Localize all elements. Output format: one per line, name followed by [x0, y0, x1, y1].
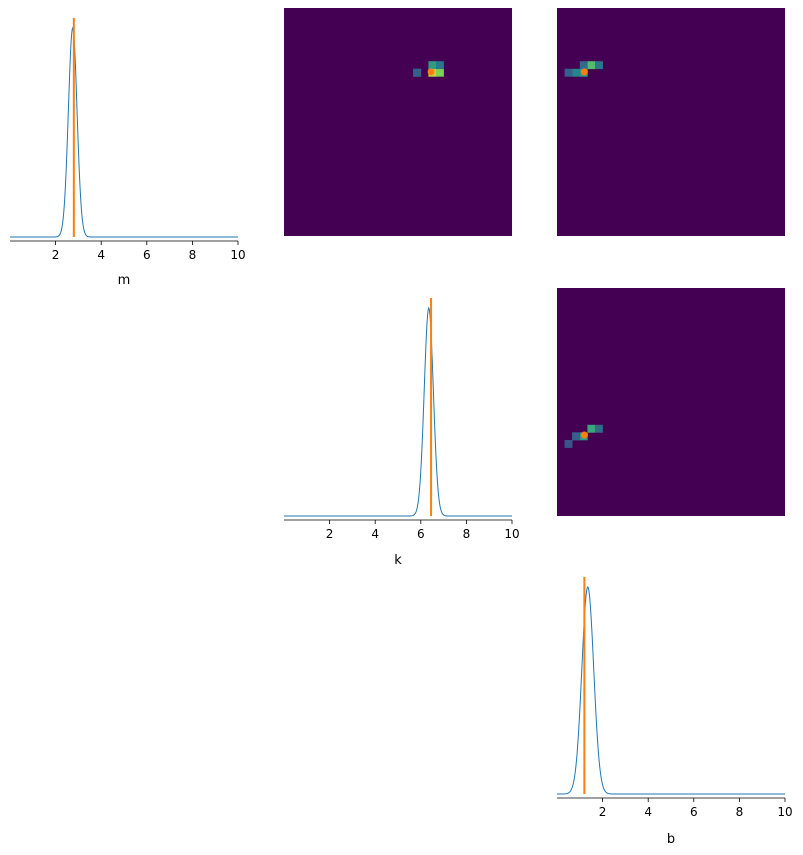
x-tick-label-b-10: 10: [777, 805, 792, 819]
marginal-panel-b: 2 4 6 8 10: [557, 577, 793, 819]
true-point-pair-m-b: [580, 68, 588, 76]
x-tick-label-k-4: 4: [371, 527, 379, 541]
heatmap-cell-pair-m-b-2: [587, 61, 596, 70]
x-tick-label-m-2: 2: [52, 248, 60, 262]
posterior-curve-k: [284, 306, 512, 517]
heatmap-cell-pair-m-b-3: [595, 61, 603, 70]
x-tick-label-b-4: 4: [644, 805, 652, 819]
xlabel-k: k: [394, 553, 402, 568]
x-tick-label-m-10: 10: [230, 248, 245, 262]
x-tick-label-k-6: 6: [417, 527, 425, 541]
marginal-panel-k: 2 4 6 8 10: [284, 298, 520, 541]
x-tick-label-k-10: 10: [504, 527, 519, 541]
x-tick-label-b-6: 6: [690, 805, 698, 819]
heatmap-cell-pair-k-b-0: [564, 440, 573, 448]
x-tick-label-k-8: 8: [463, 527, 471, 541]
pair-panel-m-k: [284, 8, 512, 236]
posterior-curve-m: [10, 26, 238, 238]
heatmap-cell-pair-k-b-4: [595, 424, 603, 433]
heatmap-cell-pair-m-b-5: [564, 68, 573, 77]
heatmap-background-pair-k-b: [557, 288, 785, 516]
x-tick-label-m-6: 6: [143, 248, 151, 262]
heatmap-cell-pair-m-k-4: [436, 61, 444, 70]
x-tick-label-m-8: 8: [189, 248, 197, 262]
x-tick-label-b-8: 8: [736, 805, 744, 819]
true-point-pair-m-k: [427, 68, 435, 76]
pair-panel-m-b: [557, 8, 785, 236]
heatmap-cell-pair-m-k-1: [436, 68, 444, 77]
heatmap-cell-pair-m-b-4: [579, 61, 588, 70]
heatmap-cell-pair-m-k-5: [413, 68, 422, 77]
heatmap-cell-pair-m-k-3: [428, 61, 437, 70]
xlabel-b: b: [667, 832, 675, 847]
heatmap-background-pair-m-b: [557, 8, 785, 236]
posterior-curve-b: [557, 586, 785, 795]
heatmap-cell-pair-k-b-5: [572, 432, 581, 441]
x-tick-label-b-2: 2: [599, 805, 607, 819]
xlabel-m: m: [118, 273, 131, 288]
heatmap-cell-pair-m-b-1: [572, 68, 581, 77]
x-tick-label-m-4: 4: [97, 248, 105, 262]
heatmap-cell-pair-k-b-3: [587, 424, 596, 433]
true-point-pair-k-b: [580, 431, 588, 439]
pair-panel-k-b: [557, 288, 785, 516]
x-tick-label-k-2: 2: [326, 527, 334, 541]
heatmap-background-pair-m-k: [284, 8, 512, 236]
marginal-panel-m: 2 4 6 8 10: [10, 18, 246, 262]
